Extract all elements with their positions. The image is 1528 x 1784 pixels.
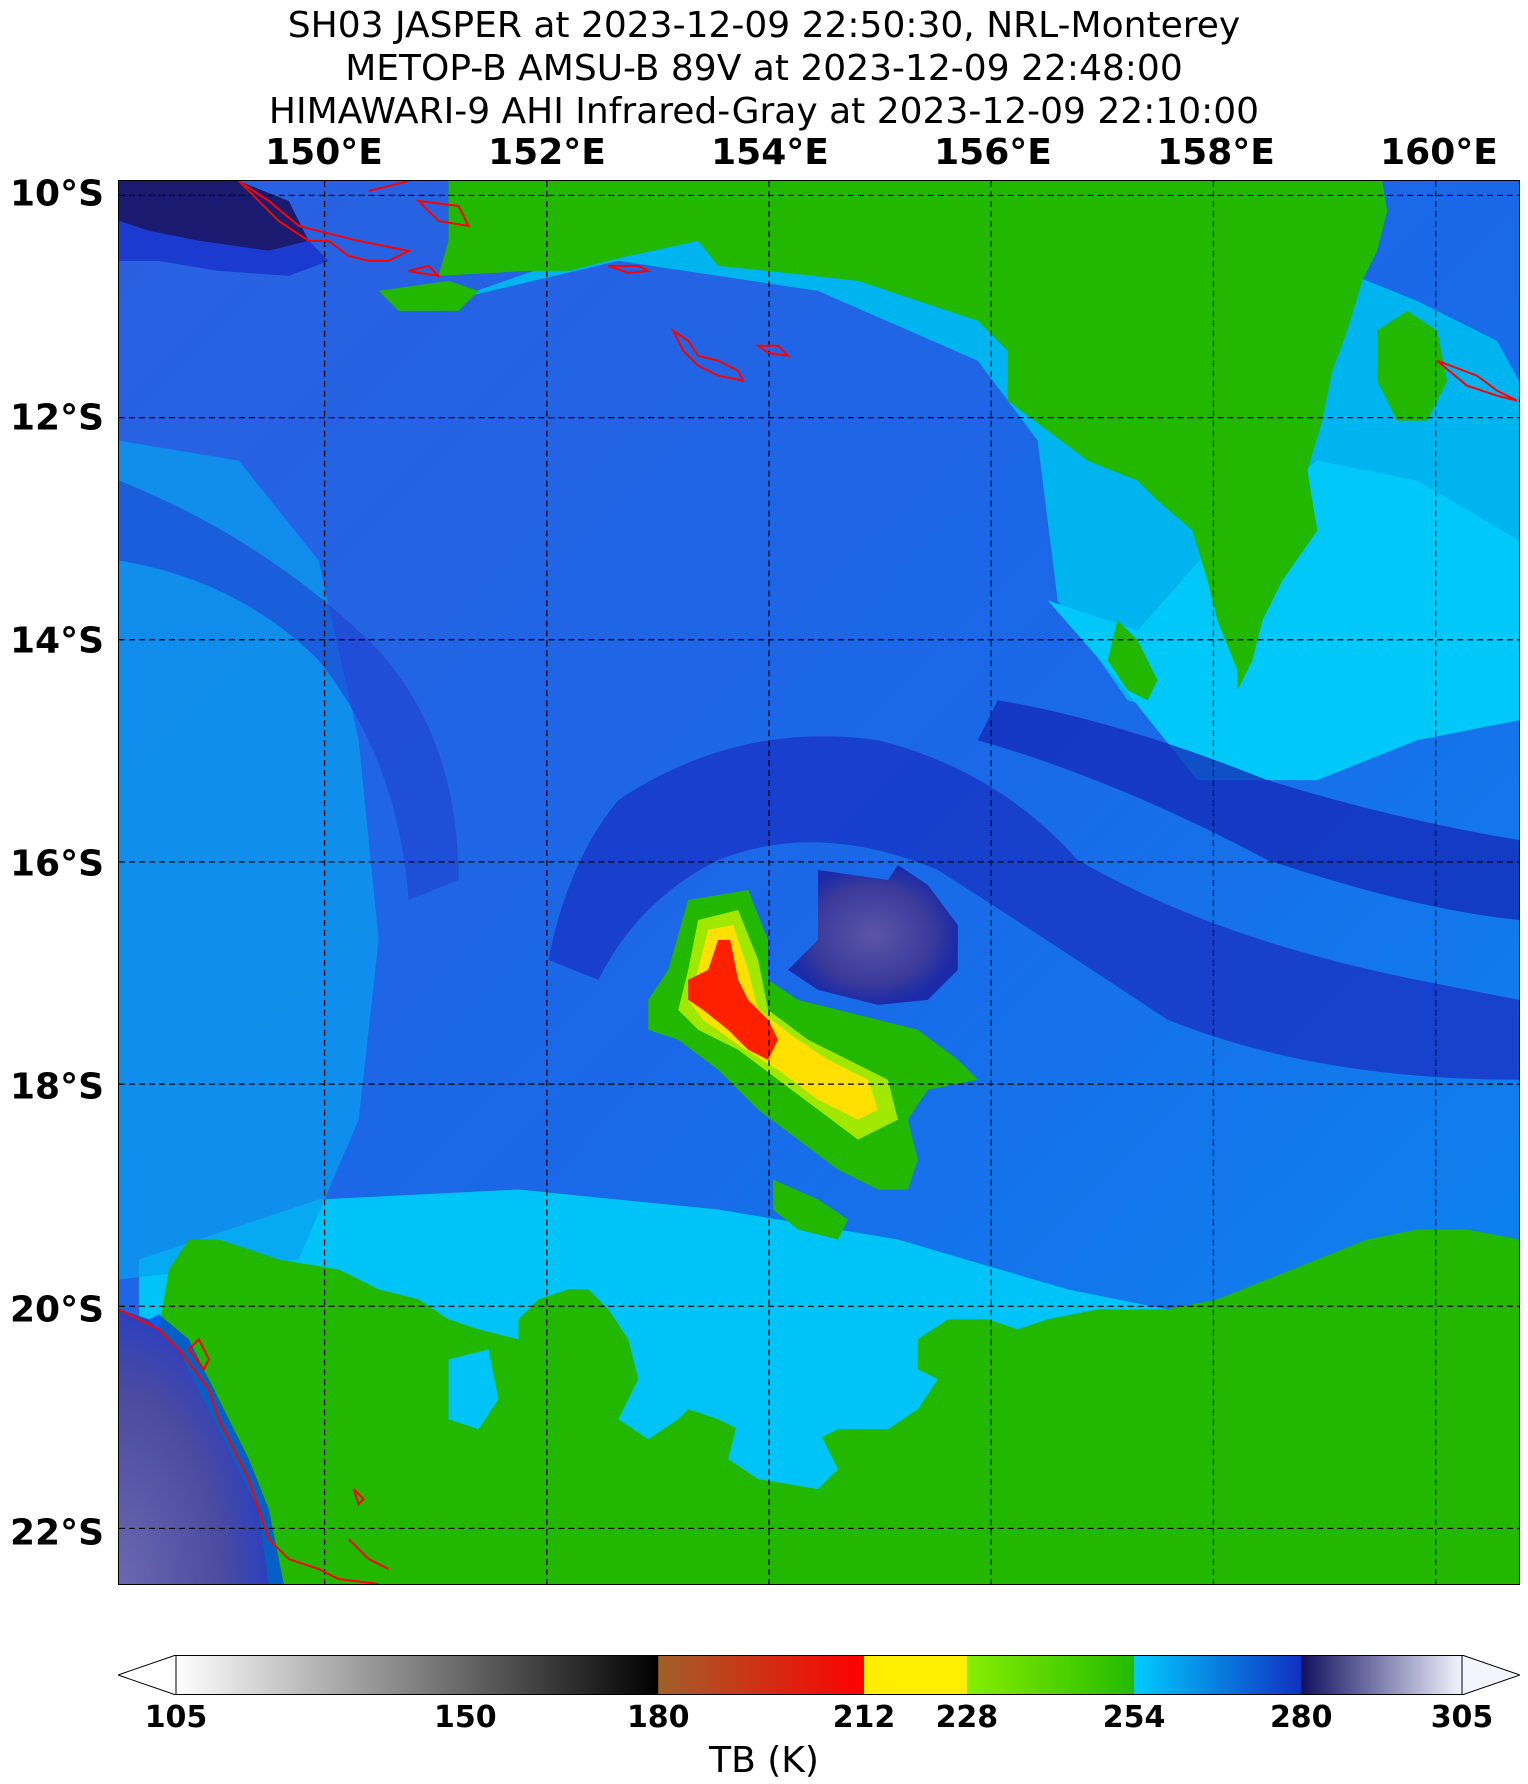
colorbar-segment-blue (1134, 1655, 1302, 1695)
colorbar-tick-180: 180 (626, 1700, 690, 1735)
coastline-solomon (1436, 359, 1518, 402)
satellite-map (118, 180, 1520, 1585)
title-line-2: METOP-B AMSU-B 89V at 2023-12-09 22:48:0… (345, 48, 1183, 89)
coastline-australia (119, 1308, 379, 1584)
lat-label-12: 12°S (10, 397, 105, 439)
colorbar-tick-280: 280 (1269, 1700, 1333, 1735)
coastline-islands-north (368, 181, 471, 278)
convection-green-patch (773, 1179, 848, 1240)
coastline-island-1 (607, 264, 652, 274)
colorbar-tick-305: 305 (1430, 1700, 1494, 1735)
colorbar-segment-gray (176, 1655, 659, 1695)
lat-label-14: 14°S (10, 620, 105, 662)
dark-blue-band-1 (548, 736, 1519, 1080)
colorbar-label: TB (K) (709, 1740, 819, 1781)
colorbar-arrow-right (1461, 1655, 1520, 1695)
lon-label-154: 154°E (711, 132, 829, 173)
colorbar-arrow-left (118, 1655, 177, 1695)
lat-label-20: 20°S (10, 1289, 105, 1331)
colorbar-tick-212: 212 (832, 1700, 896, 1735)
green-region-north (438, 181, 1388, 691)
colorbar-tick-150: 150 (434, 1700, 497, 1735)
colorbar-tick-228: 228 (935, 1700, 999, 1735)
title-line-3: HIMAWARI-9 AHI Infrared-Gray at 2023-12-… (268, 91, 1260, 132)
coastlines (119, 181, 1518, 1584)
dark-blue-band-2 (977, 700, 1519, 920)
coastline-reef-islands (347, 1488, 390, 1570)
lon-label-156: 156°E (934, 132, 1052, 173)
eye-region (788, 865, 958, 1005)
dark-blue-band-3 (119, 480, 459, 900)
lat-label-16: 16°S (10, 843, 105, 885)
lon-label-150: 150°E (265, 132, 383, 173)
colorbar (118, 1655, 1520, 1695)
land-corner-southwest (119, 1309, 269, 1584)
colorbar-tick-254: 254 (1102, 1700, 1166, 1735)
colorbar-segment-purple (1301, 1655, 1463, 1695)
cyan-hole-south-1 (448, 1349, 499, 1430)
map-gridlines (119, 181, 1519, 1584)
land-corner-edge (148, 1314, 284, 1584)
convection-red-core (688, 939, 779, 1060)
lat-label-18: 18°S (10, 1066, 105, 1108)
land-corner-northwest-fringe (119, 220, 329, 276)
land-corner-northwest (119, 181, 309, 251)
cyan-hole-south-3 (668, 1349, 759, 1390)
title-line-1: SH03 JASPER at 2023-12-09 22:50:30, NRL-… (287, 5, 1241, 46)
lat-label-10: 10°S (10, 173, 105, 215)
lon-label-158: 158°E (1157, 132, 1275, 173)
coastline-island-2 (670, 327, 745, 383)
lon-label-152: 152°E (488, 132, 606, 173)
colorbar-segment-yellow (864, 1655, 968, 1695)
cyan-region-east (1047, 460, 1519, 781)
cyan-hole-south-2 (728, 1419, 838, 1490)
coastline-island-3 (754, 344, 791, 358)
colorbar-frame (175, 1655, 1463, 1695)
colorbar-segment-warm (658, 1655, 865, 1695)
colorbar-segment-green (966, 1655, 1135, 1695)
colorbar-tick-105: 105 (144, 1700, 208, 1735)
map-image (119, 181, 1519, 1584)
coastline-new-guinea (238, 181, 412, 262)
green-region-east-island (1377, 310, 1448, 421)
lat-label-22: 22°S (10, 1512, 105, 1554)
lon-label-160: 160°E (1380, 132, 1498, 173)
green-region-south (119, 1229, 1519, 1584)
green-patch-west-north (378, 280, 479, 311)
